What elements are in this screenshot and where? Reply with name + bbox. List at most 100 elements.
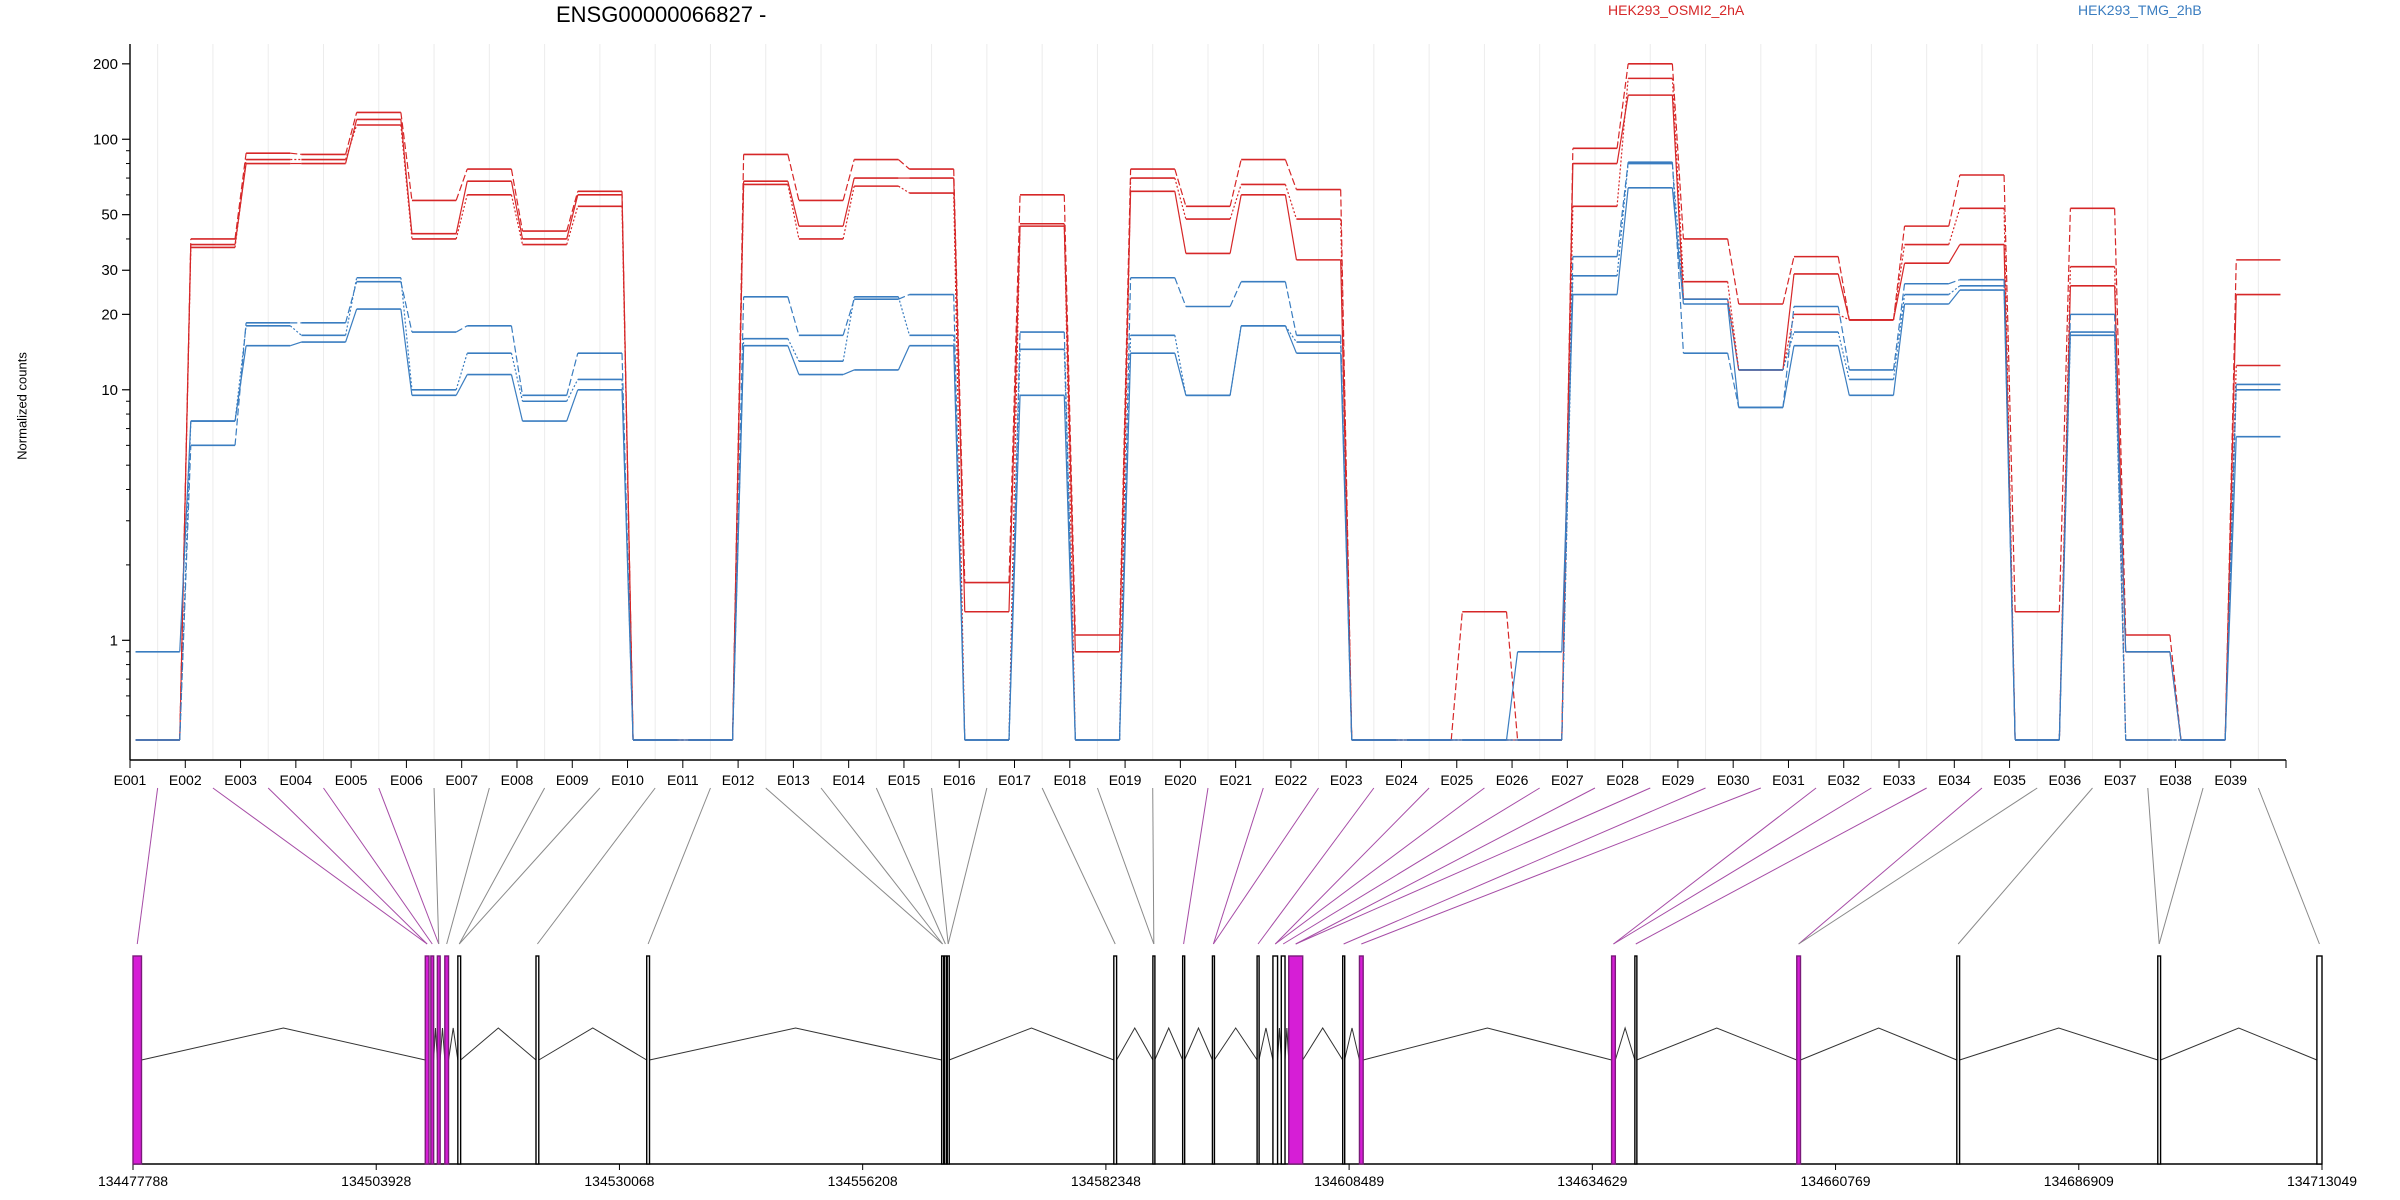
chart-title: ENSG00000066827 - xyxy=(556,2,767,27)
y-tick-label: 200 xyxy=(93,56,118,73)
series-connector xyxy=(510,194,524,245)
bin-connector xyxy=(765,787,943,945)
legend-label-osmi2: HEK293_OSMI2_2hA xyxy=(1608,2,1745,18)
exon-block xyxy=(535,955,540,1165)
series-connector xyxy=(566,206,579,245)
exon-block xyxy=(1358,955,1364,1165)
x-tick-label: E027 xyxy=(1551,772,1584,788)
x-tick-label: E021 xyxy=(1219,772,1252,788)
x-tick-label: E008 xyxy=(501,772,534,788)
x-tick-label: E010 xyxy=(611,772,644,788)
series-connector xyxy=(1284,194,1298,260)
x-tick-label: E038 xyxy=(2159,772,2192,788)
series-connector xyxy=(1174,191,1187,254)
bin-connector xyxy=(1274,787,1430,945)
series-connector xyxy=(1837,256,1850,321)
x-tick-label: E020 xyxy=(1164,772,1197,788)
bin-connector xyxy=(1041,787,1116,945)
series-connector xyxy=(731,338,745,741)
bin-connector xyxy=(212,787,428,945)
coordinate-label: 134608489 xyxy=(1314,1173,1384,1189)
exon-block xyxy=(1634,955,1638,1165)
series-connector xyxy=(1174,168,1187,207)
intron xyxy=(1213,1027,1258,1061)
coordinate-label: 134660769 xyxy=(1801,1173,1871,1189)
series-connector xyxy=(1505,611,1519,741)
x-tick-label: E033 xyxy=(1883,772,1916,788)
exon-block xyxy=(2157,955,2162,1165)
series-connector xyxy=(1892,226,1906,321)
bin-connector xyxy=(1096,787,1155,945)
series-connector xyxy=(1671,78,1685,282)
intron xyxy=(2160,1027,2318,1061)
series-connector xyxy=(455,168,468,201)
series-connector xyxy=(510,169,524,232)
x-tick-label: E024 xyxy=(1385,772,1418,788)
intron xyxy=(1959,1027,2158,1061)
x-tick-label: E012 xyxy=(722,772,755,788)
series-connector xyxy=(1948,208,1961,245)
bin-connector xyxy=(2147,787,2160,945)
bin-connector xyxy=(1295,787,1596,945)
bin-connector xyxy=(1274,787,1485,945)
x-tick-label: E039 xyxy=(2214,772,2247,788)
x-tick-label: E026 xyxy=(1496,772,1529,788)
series-connector xyxy=(1229,325,1242,396)
x-tick-label: E001 xyxy=(114,772,147,788)
series-connector xyxy=(842,177,855,227)
bin-connector xyxy=(378,787,440,945)
bin-connector xyxy=(536,787,656,945)
series-connector xyxy=(1616,162,1629,257)
coordinate-label: 134686909 xyxy=(2044,1173,2114,1189)
series-connector xyxy=(842,159,855,201)
bin-connector xyxy=(323,787,433,945)
series-connector xyxy=(1118,277,1132,741)
series-connector xyxy=(1118,169,1132,636)
series-connector xyxy=(234,159,247,248)
series-lines xyxy=(135,63,2281,741)
x-tick-label: E018 xyxy=(1053,772,1086,788)
bin-connector xyxy=(931,787,949,945)
bin-connector xyxy=(1183,787,1209,945)
series-connector xyxy=(1948,285,1961,295)
exon-block xyxy=(1256,955,1260,1165)
series-connector xyxy=(1892,244,1906,321)
series-connector xyxy=(1008,349,1021,741)
x-tick-label: E013 xyxy=(777,772,810,788)
x-tick-label: E009 xyxy=(556,772,589,788)
y-tick-label: 50 xyxy=(101,207,118,224)
series-connector xyxy=(1671,162,1685,354)
x-tick-label: E036 xyxy=(2049,772,2082,788)
exon-block xyxy=(940,955,945,1165)
exon-block xyxy=(430,955,435,1165)
exon-block xyxy=(1956,955,1961,1165)
series-connector xyxy=(234,322,247,446)
intron xyxy=(1302,1027,1344,1061)
bin-connector xyxy=(267,787,428,945)
bin-connector xyxy=(1957,787,2093,945)
series-connector xyxy=(953,294,966,741)
exon-block xyxy=(1796,955,1802,1165)
x-tick-label: E016 xyxy=(943,772,976,788)
series-connector xyxy=(345,308,358,343)
series-connector xyxy=(1782,331,1795,371)
series-connector xyxy=(345,119,358,164)
bin-connector xyxy=(136,787,159,945)
x-tick-label: E004 xyxy=(279,772,312,788)
x-tick-label: E019 xyxy=(1109,772,1142,788)
series-connector xyxy=(400,124,413,240)
series-connector xyxy=(621,379,634,741)
series-connector xyxy=(1616,63,1629,149)
series-connector xyxy=(1063,332,1076,741)
x-tick-label: E023 xyxy=(1330,772,1363,788)
exon-block xyxy=(1272,955,1279,1165)
bin-connector xyxy=(1343,787,1706,945)
exon-block xyxy=(1113,955,1118,1165)
series-connector xyxy=(400,277,413,390)
exon-block xyxy=(444,955,450,1165)
bin-connector xyxy=(647,787,711,945)
series-connector xyxy=(1174,177,1187,220)
series-connector xyxy=(897,296,911,336)
exon-block xyxy=(943,955,948,1165)
